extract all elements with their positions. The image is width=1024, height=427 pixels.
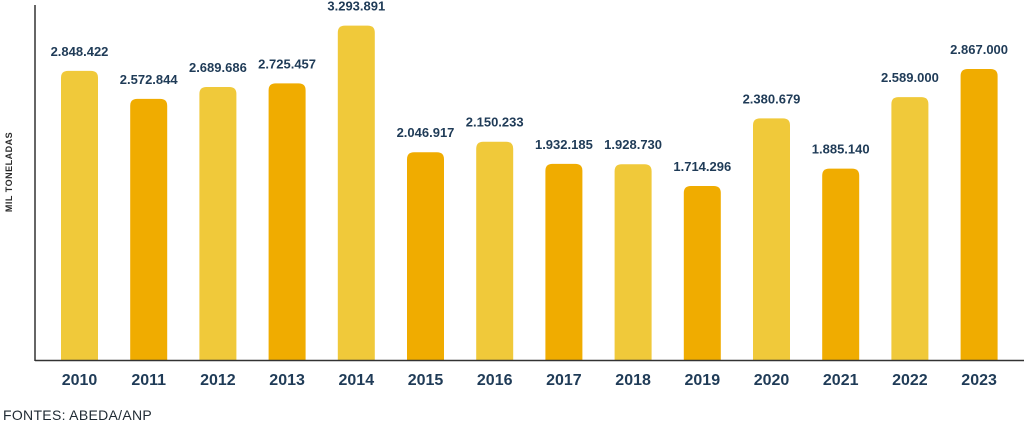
x-tick-2012: 2012	[200, 372, 236, 389]
x-tick-2020: 2020	[754, 372, 790, 389]
value-label-2019: 1.714.296	[673, 159, 731, 174]
value-label-2023: 2.867.000	[950, 42, 1008, 57]
x-tick-2021: 2021	[823, 372, 859, 389]
value-label-2010: 2.848.422	[51, 44, 109, 59]
source-note: FONTES: ABEDA/ANP	[3, 407, 153, 423]
x-tick-2018: 2018	[615, 372, 651, 389]
value-label-2012: 2.689.686	[189, 60, 247, 75]
value-label-2013: 2.725.457	[258, 56, 316, 71]
bar-2012	[199, 86, 237, 360]
bar-2020	[753, 118, 790, 360]
value-label-2011: 2.572.844	[120, 72, 179, 87]
bar-2022	[891, 97, 929, 360]
x-tick-2013: 2013	[269, 372, 305, 389]
bar-2023	[960, 68, 998, 361]
x-tick-2010: 2010	[62, 372, 98, 389]
value-label-2014: 3.293.891	[327, 0, 385, 14]
bar-2013	[268, 83, 306, 360]
bar-2011	[130, 98, 168, 360]
bar-2018	[614, 164, 652, 360]
bar-2017	[545, 163, 583, 360]
value-label-2021: 1.885.140	[812, 142, 870, 157]
x-tick-2019: 2019	[685, 372, 721, 389]
x-tick-2022: 2022	[892, 372, 928, 389]
x-tick-2011: 2011	[131, 372, 166, 389]
x-tick-2023: 2023	[961, 372, 997, 389]
value-label-2017: 1.932.185	[535, 137, 593, 152]
bar-2014	[337, 25, 375, 361]
x-tick-2017: 2017	[546, 372, 582, 389]
x-tick-2016: 2016	[477, 372, 513, 389]
bar-2015	[407, 152, 444, 360]
value-label-2018: 1.928.730	[604, 137, 662, 152]
value-label-2020: 2.380.679	[743, 91, 801, 106]
bar-2010	[61, 70, 98, 360]
y-axis-label: MIL TONELADAS	[4, 132, 14, 212]
bar-2019	[683, 185, 721, 360]
value-label-2022: 2.589.000	[881, 70, 939, 85]
value-label-2016: 2.150.233	[466, 115, 524, 130]
x-tick-2014: 2014	[339, 372, 375, 389]
bar-2016	[476, 141, 514, 360]
x-tick-2015: 2015	[408, 372, 444, 389]
value-label-2015: 2.046.917	[397, 125, 455, 140]
bar-2021	[822, 168, 860, 360]
